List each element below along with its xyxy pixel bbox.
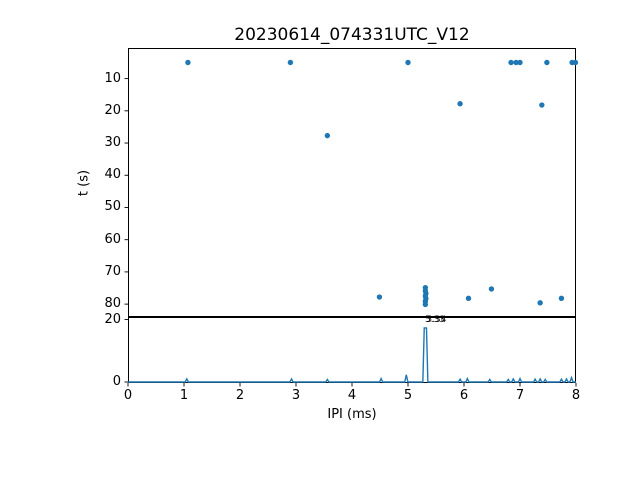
y-tick-label-top: 80 xyxy=(104,296,121,312)
y-tick-label-bottom: 0 xyxy=(112,374,121,389)
x-tick-label: 3 xyxy=(291,388,301,403)
y-tick-label-top: 30 xyxy=(104,135,121,151)
scatter-point xyxy=(517,59,523,66)
scatter-point xyxy=(539,102,545,108)
scatter-point xyxy=(287,59,294,66)
y-tick-label-top: 60 xyxy=(104,231,121,247)
scatter-point xyxy=(537,300,543,306)
x-tick-label: 7 xyxy=(515,388,525,403)
scatter-point xyxy=(422,301,429,308)
y-tick-label-top: 70 xyxy=(104,263,121,279)
y-tick-label-bottom: 20 xyxy=(104,311,121,327)
bottom-axes-frame xyxy=(128,317,576,383)
x-tick-label: 2 xyxy=(235,388,245,403)
histogram-line xyxy=(128,327,576,383)
y-tick-label-top: 50 xyxy=(104,199,121,215)
scatter-point xyxy=(324,132,331,139)
scatter-point xyxy=(572,59,579,66)
scatter-point xyxy=(457,101,463,107)
scatter-point xyxy=(405,59,411,66)
y-tick-label-top: 10 xyxy=(104,70,121,86)
x-tick-label: 5 xyxy=(403,388,413,403)
top-axes-frame xyxy=(128,48,576,317)
scatter-point xyxy=(513,59,519,66)
peak-annotation-1: 5.33 xyxy=(425,315,446,325)
x-tick-label: 8 xyxy=(571,388,581,403)
scatter-point xyxy=(376,294,383,300)
y-tick-label-top: 20 xyxy=(104,102,121,118)
scatter-point xyxy=(465,295,472,302)
scatter-point xyxy=(508,59,514,66)
scatter-point xyxy=(558,295,565,302)
x-axis-label: IPI (ms) xyxy=(327,407,377,422)
chart-title: 20230614_074331UTC_V12 xyxy=(234,25,470,45)
peak-annotation-2: 5.34 xyxy=(426,315,447,325)
y-tick-label-top: 40 xyxy=(104,167,121,183)
scatter-point xyxy=(544,59,550,66)
x-tick-label: 6 xyxy=(459,388,469,403)
x-tick-label: 0 xyxy=(123,388,133,403)
scatter-point xyxy=(185,59,191,66)
x-tick-label: 4 xyxy=(347,388,357,403)
scatter-point xyxy=(488,286,495,292)
x-tick-label: 1 xyxy=(179,388,189,403)
